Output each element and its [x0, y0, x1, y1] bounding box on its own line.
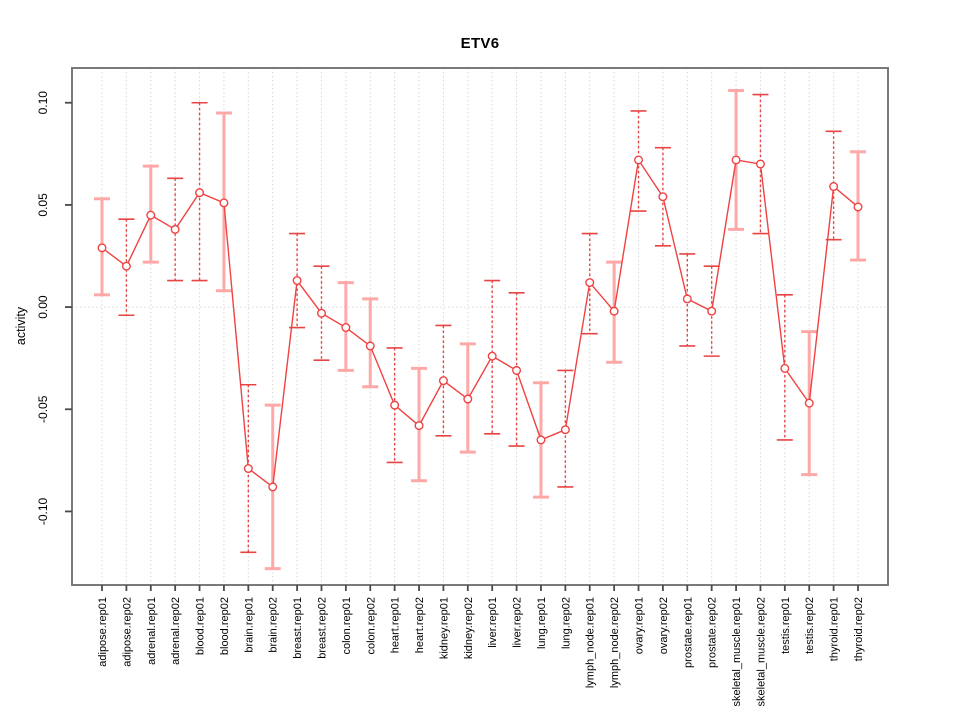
x-tick-label: breast.rep01 [292, 597, 304, 659]
y-tick-label: 0.00 [36, 295, 50, 319]
x-tick-label: skeletal_muscle.rep02 [755, 597, 767, 706]
x-tick-label: lung.rep02 [560, 597, 572, 649]
data-point [780, 363, 790, 373]
x-tick-label: ovary.rep01 [634, 597, 646, 654]
x-tick-label: colon.rep01 [341, 597, 353, 655]
x-tick-label: kidney.rep02 [463, 597, 475, 659]
data-point [829, 182, 839, 192]
data-point [121, 261, 131, 271]
data-point [341, 323, 351, 333]
x-tick-label: lymph_node.rep02 [609, 597, 621, 688]
x-tick-label: ovary.rep02 [658, 597, 670, 654]
data-point [731, 155, 741, 165]
x-tick-label: kidney.rep01 [438, 597, 450, 659]
x-tick-label: adrenal.rep01 [146, 597, 158, 665]
data-point [390, 400, 400, 410]
x-tick-label: adrenal.rep02 [170, 597, 182, 665]
data-point [414, 421, 424, 431]
data-point [365, 341, 375, 351]
data-point [268, 482, 278, 492]
x-tick-label: skeletal_muscle.rep01 [731, 597, 743, 706]
x-tick-label: liver.rep01 [487, 597, 499, 648]
data-point [658, 192, 668, 202]
series-line [101, 158, 859, 489]
y-tick-label: 0.05 [36, 193, 50, 217]
data-point [707, 306, 717, 316]
data-point [292, 276, 302, 286]
data-point [682, 294, 692, 304]
x-tick-label: brain.rep02 [268, 597, 280, 653]
data-point [487, 351, 497, 361]
data-point [97, 243, 107, 253]
x-tick-label: brain.rep01 [243, 597, 255, 653]
data-point [585, 278, 595, 288]
x-tick-label: adipose.rep01 [97, 597, 109, 667]
y-tick-label: -0.05 [36, 395, 50, 423]
x-tick-label: heart.rep01 [390, 597, 402, 653]
y-tick-label: -0.10 [36, 497, 50, 525]
x-tick-label: testis.rep02 [804, 597, 816, 654]
data-point [316, 308, 326, 318]
data-point [438, 376, 448, 386]
x-tick-label: prostate.rep02 [707, 597, 719, 668]
x-tick-label: colon.rep02 [365, 597, 377, 655]
y-tick-label: 0.10 [36, 91, 50, 115]
data-point [170, 224, 180, 234]
x-tick-label: testis.rep01 [780, 597, 792, 654]
x-tick-label: adipose.rep02 [121, 597, 133, 667]
data-point [560, 425, 570, 435]
data-point [609, 306, 619, 316]
data-point [853, 202, 863, 212]
data-point [243, 464, 253, 474]
data-point [463, 394, 473, 404]
x-tick-label: lung.rep01 [536, 597, 548, 649]
x-tick-label: blood.rep02 [219, 597, 231, 655]
data-point [219, 198, 229, 208]
x-tick-label: breast.rep02 [316, 597, 328, 659]
data-point [804, 398, 814, 408]
x-tick-label: heart.rep02 [414, 597, 426, 653]
data-point [536, 435, 546, 445]
x-tick-label: lymph_node.rep01 [585, 597, 597, 688]
data-point [512, 365, 522, 375]
plot-border [71, 67, 889, 586]
x-tick-label: thyroid.rep02 [853, 597, 865, 661]
data-point [634, 155, 644, 165]
x-tick-label: blood.rep01 [195, 597, 207, 655]
x-tick-label: liver.rep02 [512, 597, 524, 648]
data-point [755, 159, 765, 169]
data-point [195, 188, 205, 198]
x-tick-label: prostate.rep01 [682, 597, 694, 668]
chart-title: ETV6 [460, 35, 500, 52]
x-tick-label: thyroid.rep01 [829, 597, 841, 661]
data-point [146, 210, 156, 220]
